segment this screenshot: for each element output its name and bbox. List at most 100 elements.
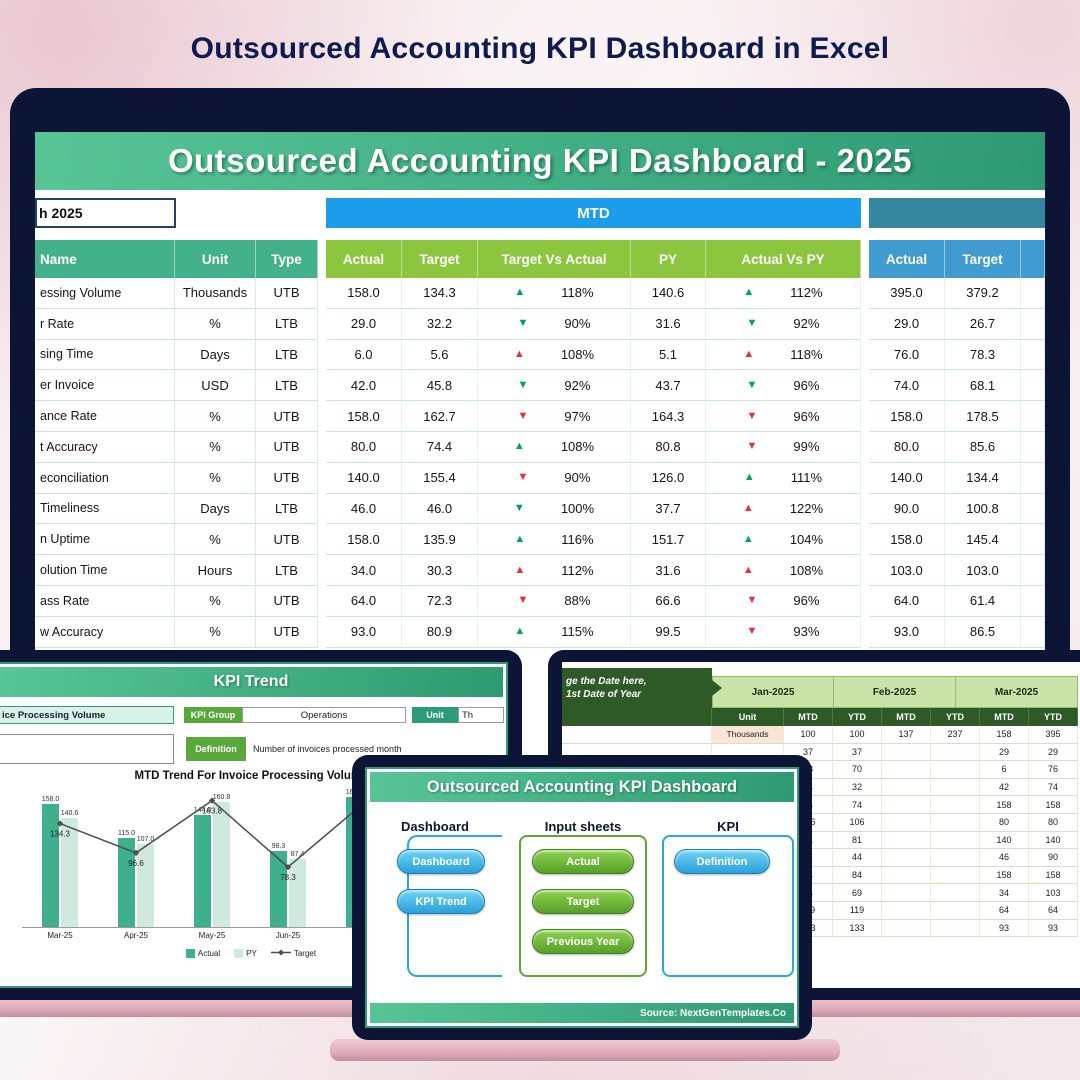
trend-chart-legend: Actual PY Target (0, 948, 506, 959)
actual-bar-label: 115.0 (118, 829, 135, 837)
callout-line-2: 1st Date of Year (566, 689, 642, 700)
avpy-percent: 104% (789, 531, 824, 547)
section-label-kpi: KPI (717, 819, 739, 834)
sheet-value-cell (931, 761, 980, 779)
navigation-title: Outsourced Accounting KPI Dashboard (370, 772, 794, 802)
target-marker-icon (56, 820, 64, 827)
month-header-row: Jan-2025 Feb-2025 Mar-2025 (712, 676, 1078, 708)
kpi-type-cell: UTB (256, 616, 318, 648)
avpy-percent: 96% (793, 408, 820, 424)
target-label: 134.3 (50, 830, 71, 839)
avpy-percent: 96% (793, 377, 820, 393)
kpi-unit-cell: % (175, 308, 256, 340)
target-cell: 135.9 (402, 524, 478, 556)
ytd-actual-cell: 158.0 (869, 524, 945, 556)
kpi-type-cell: UTB (256, 431, 318, 463)
up-arrow-icon: ▲ (514, 563, 526, 576)
column-gap (318, 585, 326, 617)
subheader-ytd: YTD (931, 708, 980, 726)
sheet-value-cell: 74 (833, 796, 882, 814)
avpy-percent: 99% (793, 439, 820, 455)
py-cell: 66.6 (631, 585, 706, 617)
x-axis-label: May-25 (198, 931, 226, 940)
kpi-table-row: ance Rate% UTB 158.0 162.7 ▼ 97% 164.3 ▼ 96% 158.… (35, 401, 1045, 432)
legend-target-label: Target (293, 949, 317, 958)
sheet-name-cell (562, 726, 712, 744)
header-target-vs-actual: Target Vs Actual (478, 240, 631, 278)
kpi-name-cell: w Accuracy (35, 616, 175, 648)
target-cell: 155.4 (402, 462, 478, 494)
kpi-type-cell: UTB (256, 524, 318, 556)
actual-cell: 158.0 (326, 401, 402, 432)
sheet-value-cell: 64 (980, 901, 1029, 920)
target-vs-actual-cell: ▼ 90% (478, 308, 631, 340)
date-input-cell[interactable]: h 2025 (35, 198, 176, 228)
kpi-name-cell: essing Volume (35, 278, 175, 309)
down-arrow-icon: ▼ (517, 378, 529, 391)
subheader-mtd: MTD (784, 708, 833, 726)
sheet-value-cell: 133 (833, 919, 882, 938)
py-bar-label: 140.6 (60, 809, 79, 817)
actual-vs-py-cell: ▲ 108% (706, 555, 861, 586)
target-vs-actual-cell: ▲ 108% (478, 431, 631, 463)
kpi-table-header-row: Name Unit Type Actual Target Target Vs A… (35, 240, 1045, 278)
actual-button[interactable]: Actual (532, 849, 634, 874)
actual-cell: 42.0 (326, 370, 402, 402)
x-axis-label: Apr-25 (123, 931, 148, 940)
sheet-value-cell (882, 884, 931, 902)
kpi-select-cell[interactable]: ice Processing Volume (0, 706, 174, 724)
up-arrow-icon: ▲ (514, 625, 526, 638)
up-arrow-icon: ▲ (513, 440, 525, 453)
sheet-value-cell (882, 796, 931, 814)
kpi-group-value[interactable]: Operations (242, 707, 406, 723)
target-cell: 5.6 (402, 339, 478, 371)
dashboard-button[interactable]: Dashboard (397, 849, 485, 874)
target-vs-actual-cell: ▲ 112% (478, 555, 631, 586)
sheet-value-cell (882, 849, 931, 867)
dashboard-title: Outsourced Accounting KPI Dashboard - 20… (167, 142, 913, 179)
up-arrow-icon: ▲ (743, 286, 755, 299)
sheet-value-cell (931, 884, 980, 902)
kpi-name-cell: sing Time (35, 339, 175, 371)
tva-percent: 115% (561, 624, 594, 640)
py-cell: 126.0 (631, 462, 706, 494)
stub-cell (1021, 308, 1045, 340)
actual-cell: 64.0 (326, 585, 402, 617)
actual-cell: 140.0 (326, 462, 402, 494)
subheader-name (562, 708, 712, 726)
definition-button[interactable]: Definition (674, 849, 770, 874)
sheet-value-cell (882, 901, 931, 920)
actual-vs-py-cell: ▲ 118% (706, 339, 861, 371)
avpy-percent: 122% (789, 500, 824, 516)
target-button[interactable]: Target (532, 889, 634, 914)
up-arrow-icon: ▲ (743, 471, 755, 484)
column-gap (861, 370, 869, 402)
sheet-value-cell (931, 831, 980, 850)
section-label-dashboard: Dashboard (401, 819, 469, 834)
sheet-value-cell (882, 831, 931, 850)
target-label: 96.6 (128, 859, 144, 868)
sheet-value-cell (931, 866, 980, 885)
column-gap (318, 524, 326, 556)
actual-bar-label: 144.0 (193, 807, 212, 814)
py-bar-label: 107.0 (136, 835, 155, 843)
py-bar (213, 801, 230, 927)
kpi-trend-title: KPI Trend (0, 667, 503, 697)
ytd-actual-cell: 76.0 (869, 339, 945, 371)
kpi-selector-box[interactable] (0, 734, 174, 764)
x-axis-label: Mar-25 (47, 931, 73, 940)
up-arrow-icon: ▲ (743, 347, 755, 360)
previous-year-button[interactable]: Previous Year (532, 929, 634, 954)
actual-vs-py-cell: ▲ 112% (706, 278, 861, 309)
kpi-unit-cell: % (175, 616, 256, 648)
stub-cell (1021, 555, 1045, 586)
avpy-percent: 111% (790, 470, 823, 486)
input-sheets-section-frame (519, 835, 647, 977)
column-gap (861, 278, 869, 309)
definition-text: Number of invoices processed month (253, 744, 402, 754)
sheet-value-cell: 84 (833, 866, 882, 885)
target-vs-actual-cell: ▼ 88% (478, 585, 631, 617)
py-bar-label: 160.8 (212, 793, 231, 801)
kpi-trend-button[interactable]: KPI Trend (397, 889, 485, 914)
actual-vs-py-cell: ▼ 99% (706, 431, 861, 463)
